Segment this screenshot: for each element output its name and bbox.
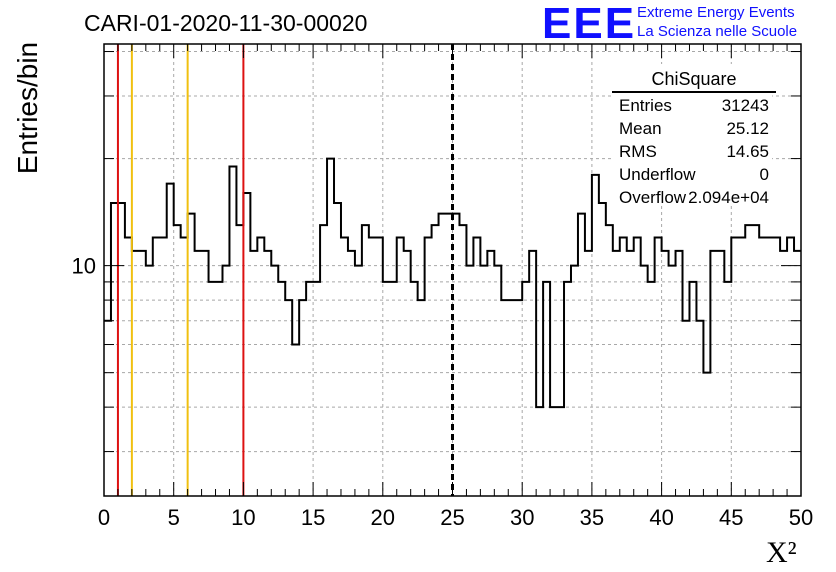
logo-line-2: La Scienza nelle Scuole <box>637 23 798 40</box>
stats-label: Mean <box>619 119 662 138</box>
x-tick-label: 45 <box>719 505 743 530</box>
stats-box <box>612 64 772 204</box>
x-tick-label: 0 <box>98 505 110 530</box>
y-tick-label: 10 <box>72 254 96 279</box>
stats-value: 31243 <box>722 96 769 115</box>
x-tick-label: 30 <box>510 505 534 530</box>
stats-value: 25.12 <box>726 119 769 138</box>
x-axis-label: X² <box>766 536 797 569</box>
histogram-series <box>104 157 801 409</box>
stats-label: Underflow <box>619 165 696 184</box>
eee-logo: EEE <box>542 0 637 48</box>
stats-value: 2.094e+04 <box>688 188 769 207</box>
stats-box-title: ChiSquare <box>651 69 736 89</box>
y-axis-label: Entries/bin <box>12 41 43 175</box>
x-tick-label: 50 <box>789 505 813 530</box>
x-tick-label: 40 <box>649 505 673 530</box>
logo-line-1: Extreme Energy Events <box>637 4 795 21</box>
x-tick-label: 15 <box>301 505 325 530</box>
x-tick-label: 20 <box>371 505 395 530</box>
x-tick-label: 35 <box>580 505 604 530</box>
stats-label: Overflow <box>619 188 687 207</box>
x-tick-label: 25 <box>440 505 464 530</box>
x-tick-label: 5 <box>168 505 180 530</box>
stats-label: RMS <box>619 142 657 161</box>
stats-label: Entries <box>619 96 672 115</box>
x-tick-label: 10 <box>231 505 255 530</box>
stats-value: 14.65 <box>726 142 769 161</box>
histogram-title: CARI-01-2020-11-30-00020 <box>84 10 368 36</box>
stats-value: 0 <box>760 165 769 184</box>
